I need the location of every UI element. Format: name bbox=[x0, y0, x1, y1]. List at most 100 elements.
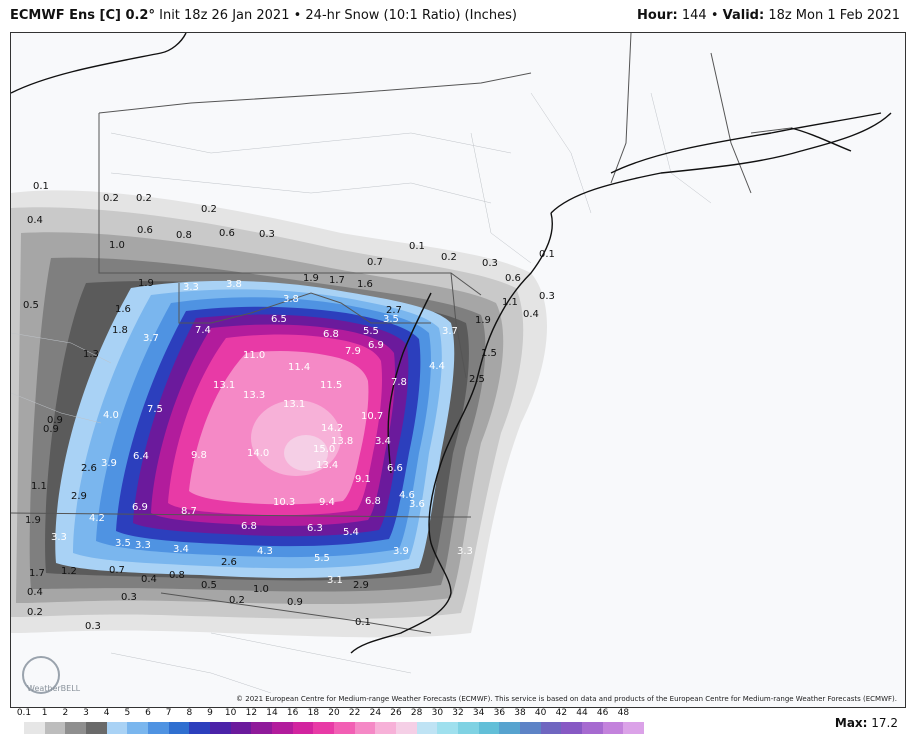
snow-value-label: 1.1 bbox=[502, 297, 518, 308]
snow-value-label: 0.3 bbox=[121, 592, 137, 603]
snow-value-label: 7.8 bbox=[391, 377, 407, 388]
snow-value-label: 3.8 bbox=[226, 279, 242, 290]
snow-value-label: 1.6 bbox=[357, 279, 373, 290]
legend-swatch bbox=[106, 722, 128, 734]
coastline bbox=[11, 33, 892, 654]
snow-value-label: 0.2 bbox=[27, 607, 43, 618]
snow-value-label: 1.9 bbox=[475, 315, 491, 326]
legend-tick: 22 bbox=[348, 708, 361, 718]
snow-value-label: 11.4 bbox=[288, 362, 310, 373]
legend-swatch bbox=[540, 722, 562, 734]
snowfall-map[interactable]: 0.1 0.4 0.2 0.2 0.2 0.6 0.8 0.6 0.3 1.0 0.1 0.7 0.2 0… bbox=[10, 32, 906, 708]
snow-value-label: 1.9 bbox=[25, 515, 41, 526]
snow-value-label: 6.4 bbox=[133, 451, 149, 462]
snow-value-label: 13.4 bbox=[316, 460, 338, 471]
snow-value-label: 13.3 bbox=[243, 390, 265, 401]
snow-value-label: 5.4 bbox=[343, 527, 359, 538]
legend-swatch bbox=[520, 722, 542, 734]
legend-tick: 2 bbox=[62, 708, 69, 718]
snowfall-labels: 0.1 0.4 0.2 0.2 0.2 0.6 0.8 0.6 0.3 1.0 0.1 0.7 0.2 0… bbox=[23, 181, 555, 632]
snow-value-label: 6.9 bbox=[368, 340, 384, 351]
legend-tick: 20 bbox=[328, 708, 340, 718]
snow-value-label: 3.6 bbox=[409, 499, 425, 510]
legend-tick: 18 bbox=[307, 708, 320, 718]
model-name: ECMWF Ens [C] 0.2° bbox=[10, 8, 155, 23]
snow-value-label: 13.8 bbox=[331, 436, 353, 447]
snow-value-label: 1.7 bbox=[329, 275, 345, 286]
snow-value-label: 0.1 bbox=[539, 249, 555, 260]
legend-tick: 30 bbox=[431, 708, 444, 718]
snow-value-label: 6.8 bbox=[241, 521, 257, 532]
snow-value-label: 0.2 bbox=[441, 252, 457, 263]
logo-text: WeatherBELL bbox=[27, 684, 81, 693]
legend-swatch bbox=[189, 722, 211, 734]
legend-tick: 32 bbox=[452, 708, 464, 718]
snow-value-label: 0.7 bbox=[367, 257, 383, 268]
header-bar: ECMWF Ens [C] 0.2° Init 18z 26 Jan 2021 … bbox=[0, 0, 914, 32]
snow-value-label: 3.8 bbox=[283, 294, 299, 305]
snow-value-label: 0.2 bbox=[229, 595, 245, 606]
snow-value-label: 0.1 bbox=[33, 181, 49, 192]
snow-value-label: 1.0 bbox=[109, 240, 125, 251]
snow-value-label: 10.3 bbox=[273, 497, 295, 508]
legend-swatch bbox=[230, 722, 252, 734]
legend-tick: 38 bbox=[514, 708, 526, 718]
legend-tick: 44 bbox=[576, 708, 588, 718]
snow-value-label: 1.7 bbox=[29, 568, 45, 579]
legend-swatch bbox=[334, 722, 356, 734]
legend-swatch bbox=[561, 722, 583, 734]
snow-value-label: 0.9 bbox=[47, 415, 63, 426]
snow-value-label: 3.1 bbox=[327, 575, 343, 586]
legend-swatch bbox=[65, 722, 87, 734]
max-label-text: Max: bbox=[834, 716, 868, 730]
snow-value-label: 0.1 bbox=[355, 617, 371, 628]
snow-value-label: 0.2 bbox=[136, 193, 152, 204]
legend-tick: 10 bbox=[224, 708, 237, 718]
snow-value-label: 5.5 bbox=[363, 326, 379, 337]
snow-value-label: 0.8 bbox=[176, 230, 192, 241]
snow-value-label: 7.9 bbox=[345, 346, 361, 357]
snow-value-label: 2.5 bbox=[469, 374, 485, 385]
legend-tick: 12 bbox=[245, 708, 258, 718]
legend-swatch bbox=[478, 722, 500, 734]
snow-value-label: 13.1 bbox=[213, 380, 235, 391]
snow-value-label: 3.7 bbox=[143, 333, 159, 344]
legend-tick: 48 bbox=[617, 708, 630, 718]
snow-value-label: 1.6 bbox=[115, 304, 131, 315]
snow-value-label: 0.4 bbox=[27, 215, 43, 226]
legend-tick: 4 bbox=[103, 708, 110, 718]
hour-label: Hour: bbox=[637, 8, 678, 23]
max-number: 17.2 bbox=[871, 716, 898, 730]
snow-value-label: 1.9 bbox=[138, 278, 154, 289]
snow-value-label: 3.3 bbox=[51, 532, 67, 543]
legend-tick: 40 bbox=[534, 708, 547, 718]
bullet: • bbox=[710, 8, 719, 23]
snow-value-label: 0.5 bbox=[23, 300, 39, 311]
legend-tick: 16 bbox=[286, 708, 299, 718]
legend-tick: 42 bbox=[555, 708, 568, 718]
legend-swatch bbox=[251, 722, 273, 734]
snow-value-label: 6.8 bbox=[365, 496, 381, 507]
snow-value-label: 3.7 bbox=[442, 326, 458, 337]
snow-value-label: 4.2 bbox=[89, 513, 105, 524]
snow-value-label: 11.0 bbox=[243, 350, 265, 361]
hour-value: 144 bbox=[681, 8, 707, 23]
legend-swatch bbox=[127, 722, 149, 734]
snow-value-label: 13.1 bbox=[283, 399, 305, 410]
snow-value-label: 1.3 bbox=[83, 349, 99, 360]
attribution: © 2021 European Centre for Medium-range … bbox=[236, 695, 897, 703]
snow-value-label: 2.7 bbox=[386, 305, 402, 316]
snow-value-label: 14.0 bbox=[247, 448, 269, 459]
legend-swatch bbox=[24, 722, 46, 734]
legend-swatch bbox=[458, 722, 480, 734]
snow-value-label: 1.9 bbox=[303, 273, 319, 284]
legend-tick: 26 bbox=[390, 708, 402, 718]
legend-tick: 24 bbox=[369, 708, 382, 718]
snow-value-label: 0.4 bbox=[27, 587, 43, 598]
legend-swatch bbox=[354, 722, 376, 734]
snow-value-label: 1.0 bbox=[253, 584, 269, 595]
snow-shading bbox=[11, 190, 548, 638]
snow-value-label: 0.9 bbox=[43, 424, 59, 435]
legend-tick: 9 bbox=[207, 708, 213, 718]
valid-value: 18z Mon 1 Feb 2021 bbox=[768, 8, 900, 23]
